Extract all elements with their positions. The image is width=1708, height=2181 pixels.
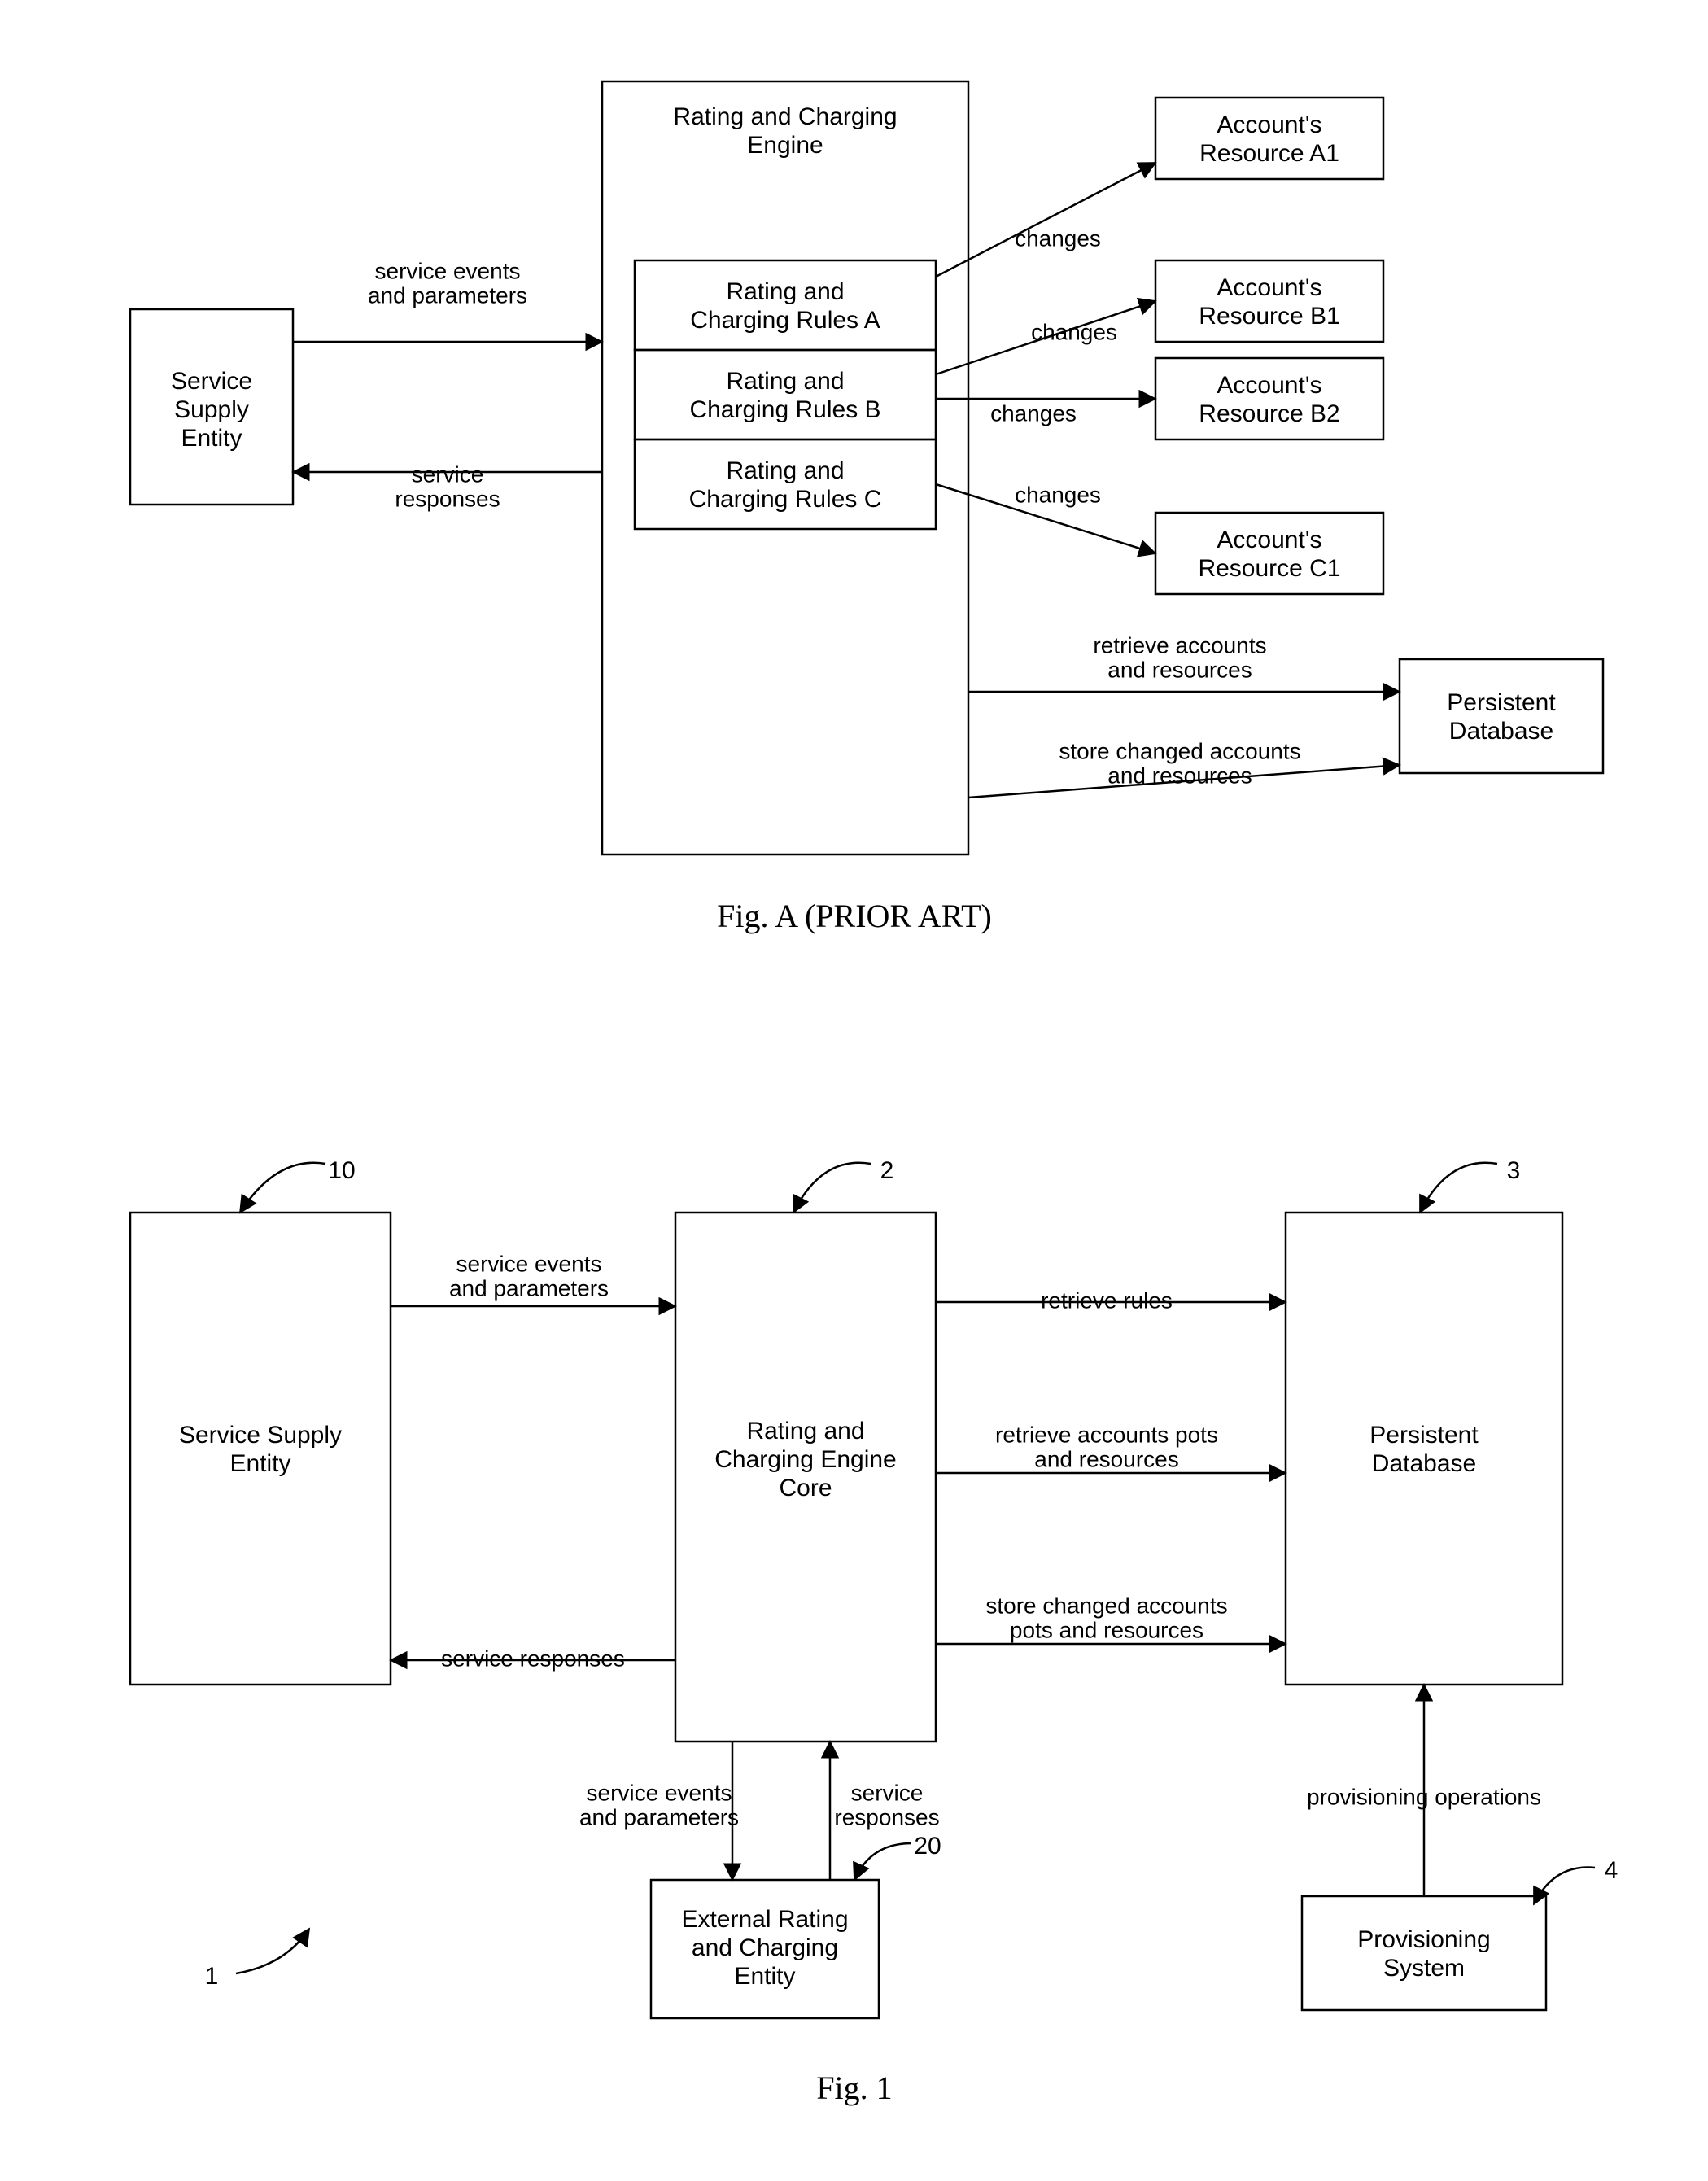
figa-resB2-box	[1155, 358, 1383, 439]
figa-edge-svc-events-l1: service events	[375, 258, 521, 283]
fig1-ref4-arrow	[1534, 1868, 1595, 1904]
figa-rulesA-box	[635, 260, 936, 350]
figa-resA1-l1: Account's	[1217, 111, 1321, 138]
fig1-service-l2: Entity	[229, 1450, 290, 1477]
figa-rulesA-l2: Charging Rules A	[690, 307, 880, 334]
figa-resB2-l2: Resource B2	[1199, 400, 1339, 427]
figa-rulesB-l1: Rating and	[726, 368, 844, 395]
fig1-retr-acct-l2: and resources	[1034, 1446, 1178, 1471]
fig1-ref4: 4	[1605, 1857, 1618, 1884]
figa-rulesC-l1: Rating and	[726, 457, 844, 484]
fig1-service-box	[130, 1213, 391, 1685]
figa-rulesC-box	[635, 439, 936, 529]
diagram-svg: Service Supply Entity Rating and Chargin…	[33, 33, 1676, 2148]
figa-edge-changesB1-label: changes	[1031, 319, 1117, 344]
figa-store-l1: store changed accounts	[1059, 738, 1300, 763]
figa-service-l1: Service	[171, 368, 252, 395]
fig1-ref10-arrow	[240, 1163, 325, 1213]
fig1-ref2-arrow	[793, 1163, 871, 1213]
fig1-core-l1: Rating and	[746, 1418, 864, 1445]
fig1-svc-events-l2: and parameters	[449, 1275, 609, 1300]
fig1-ext-events-l2: and parameters	[579, 1804, 739, 1829]
figa-edge-svc-events-l2: and parameters	[368, 282, 527, 308]
figa-edge-changesC-label: changes	[1015, 482, 1101, 507]
fig1-prov-l1: Provisioning	[1357, 1926, 1490, 1953]
fig1-ref20-arrow	[854, 1843, 911, 1880]
figa-resB1-l1: Account's	[1217, 274, 1321, 301]
fig1-db-l1: Persistent	[1369, 1422, 1479, 1449]
figa-rulesA-l1: Rating and	[726, 278, 844, 305]
fig1-ref3-arrow	[1420, 1163, 1497, 1213]
fig1-retr-acct-l1: retrieve accounts pots	[995, 1422, 1218, 1447]
figa-resC1-l1: Account's	[1217, 527, 1321, 553]
fig1-prov-label: provisioning operations	[1307, 1784, 1541, 1809]
figa-rulesB-box	[635, 350, 936, 439]
fig1-service-l1: Service Supply	[179, 1422, 342, 1449]
fig1-ref3: 3	[1507, 1157, 1521, 1184]
fig1-svc-events-l1: service events	[456, 1251, 602, 1276]
figa-db-l2: Database	[1449, 718, 1553, 745]
figa-resB1-l2: Resource B1	[1199, 303, 1339, 330]
figa-edge-svc-resp-l1: service	[412, 461, 484, 487]
figa-retrieve-l2: and resources	[1107, 657, 1252, 682]
fig1-ext-l1: External Rating	[681, 1906, 848, 1933]
fig1-ext-events-l1: service events	[587, 1780, 732, 1805]
fig1-svc-resp-label: service responses	[441, 1646, 625, 1671]
fig1-retr-rules-label: retrieve rules	[1041, 1287, 1173, 1313]
figa-edge-changesB2-label: changes	[990, 400, 1077, 426]
fig1-store-l1: store changed accounts	[985, 1593, 1227, 1618]
figa-resB1-box	[1155, 260, 1383, 342]
fig1-ref10: 10	[328, 1157, 355, 1184]
figure-1: Service Supply Entity Rating and Chargin…	[130, 1157, 1618, 2106]
fig1-ref1-arrow	[236, 1929, 309, 1973]
fig1-core-l2: Charging Engine	[714, 1446, 897, 1473]
figa-db-box	[1400, 659, 1603, 773]
figa-resA1-l2: Resource A1	[1199, 140, 1339, 167]
fig1-ext-resp-l2: responses	[834, 1804, 939, 1829]
fig1-core-l3: Core	[779, 1475, 832, 1501]
figa-edge-changesA-label: changes	[1015, 225, 1101, 251]
fig1-ext-resp-l1: service	[851, 1780, 924, 1805]
diagram-container: Service Supply Entity Rating and Chargin…	[33, 33, 1676, 2148]
fig1-ext-l2: and Charging	[692, 1934, 838, 1961]
figa-retrieve-l1: retrieve accounts	[1093, 632, 1266, 658]
figa-store-l2: and resources	[1107, 763, 1252, 788]
figa-rulesB-l2: Charging Rules B	[689, 396, 880, 423]
figa-rulesC-l2: Charging Rules C	[689, 486, 882, 513]
fig1-db-box	[1286, 1213, 1562, 1685]
figa-db-l1: Persistent	[1447, 689, 1556, 716]
figa-resC1-box	[1155, 513, 1383, 594]
figa-resC1-l2: Resource C1	[1198, 555, 1340, 582]
fig1-caption: Fig. 1	[816, 2070, 892, 2106]
fig1-ext-l3: Entity	[734, 1963, 795, 1990]
figa-caption: Fig. A (PRIOR ART)	[717, 898, 992, 934]
fig1-prov-l2: System	[1383, 1955, 1465, 1982]
fig1-prov-box	[1302, 1896, 1546, 2010]
fig1-store-l2: pots and resources	[1010, 1617, 1203, 1642]
figa-engine-title-l2: Engine	[747, 132, 823, 159]
fig1-ref2: 2	[880, 1157, 894, 1184]
figa-service-l3: Entity	[181, 425, 242, 452]
fig1-ref1: 1	[205, 1963, 219, 1990]
figa-resB2-l1: Account's	[1217, 372, 1321, 399]
figa-engine-title-l1: Rating and Charging	[673, 103, 897, 130]
figa-service-l2: Supply	[174, 396, 249, 423]
fig1-db-l2: Database	[1372, 1450, 1476, 1477]
figa-resA1-box	[1155, 98, 1383, 179]
figure-a: Service Supply Entity Rating and Chargin…	[130, 81, 1603, 934]
figa-edge-svc-resp-l2: responses	[395, 486, 500, 511]
fig1-ref20: 20	[914, 1833, 941, 1860]
